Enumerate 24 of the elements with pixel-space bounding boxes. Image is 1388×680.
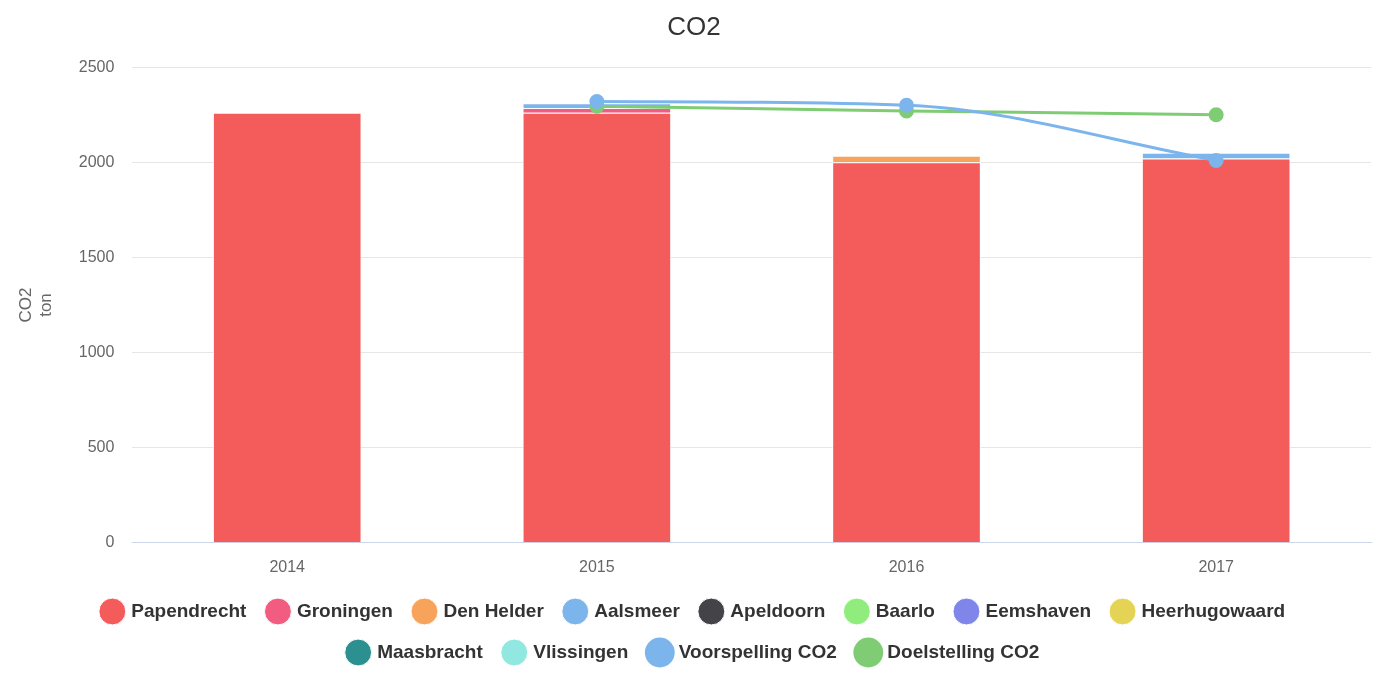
- legend-label: Voorspelling CO2: [678, 640, 837, 662]
- legend-label: Apeldoorn: [730, 599, 826, 621]
- x-tick-label: 2017: [1198, 557, 1235, 575]
- x-tick-label: 2016: [888, 557, 925, 575]
- y-tick-label: 2500: [78, 57, 115, 75]
- y-tick-label: 2000: [78, 152, 115, 170]
- x-tick-label: 2015: [579, 557, 615, 575]
- legend-label: Doelstelling CO2: [887, 640, 1040, 662]
- legend-label: Vlissingen: [533, 640, 629, 662]
- legend-label: Eemshaven: [985, 599, 1092, 621]
- legend-label: Den Helder: [443, 599, 545, 621]
- legend-label: Papendrecht: [131, 599, 248, 621]
- x-tick-label: 2014: [269, 557, 306, 575]
- y-tick-label: 500: [87, 438, 115, 456]
- y-tick-label: 1000: [78, 342, 115, 360]
- chart-title: CO2: [667, 10, 721, 41]
- y-tick-label: 1500: [78, 247, 115, 265]
- y-tick-label: 0: [105, 533, 115, 551]
- legend-label: Baarlo: [875, 599, 935, 621]
- legend-label: Heerhugowaard: [1141, 599, 1286, 621]
- legend-label: Aalsmeer: [594, 599, 681, 621]
- legend-label: Groningen: [296, 599, 393, 621]
- y-axis-title: CO2 ton: [15, 287, 56, 323]
- legend-label: Maasbracht: [377, 640, 484, 662]
